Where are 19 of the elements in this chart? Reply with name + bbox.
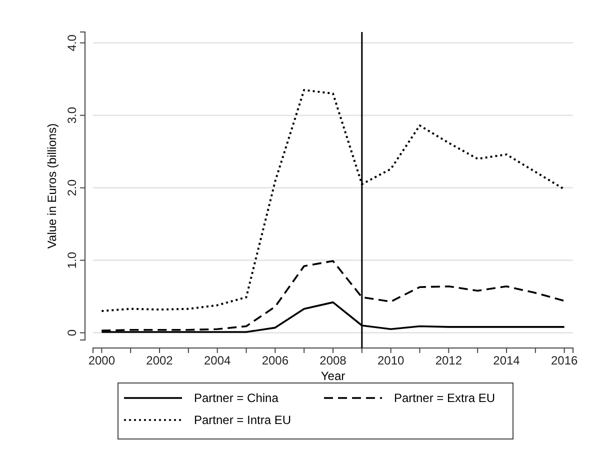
x-tick-label: 2014 xyxy=(493,354,520,368)
x-tick-label: 2004 xyxy=(204,354,232,368)
y-tick-label: 4.0 xyxy=(65,34,79,52)
y-axis-title: Value in Euros (billions) xyxy=(45,123,59,249)
y-tick-label: 2.0 xyxy=(65,179,79,196)
x-axis-title: Year xyxy=(320,369,346,383)
legend-label: Partner = Extra EU xyxy=(394,391,496,405)
x-tick-label: 2006 xyxy=(262,354,289,368)
x-tick-label: 2008 xyxy=(320,354,347,368)
y-tick-label: 3.0 xyxy=(65,106,79,124)
x-tick-label: 2012 xyxy=(435,354,462,368)
x-tick-label: 2016 xyxy=(550,354,578,368)
x-tick-label: 2002 xyxy=(146,354,174,368)
x-tick-label: 2010 xyxy=(377,354,404,368)
legend-label: Partner = Intra EU xyxy=(194,413,292,427)
y-tick-label: 0 xyxy=(65,329,79,336)
x-tick-label: 2000 xyxy=(88,354,116,368)
legend-label: Partner = China xyxy=(194,391,279,405)
y-tick-label: 1.0 xyxy=(65,252,79,269)
